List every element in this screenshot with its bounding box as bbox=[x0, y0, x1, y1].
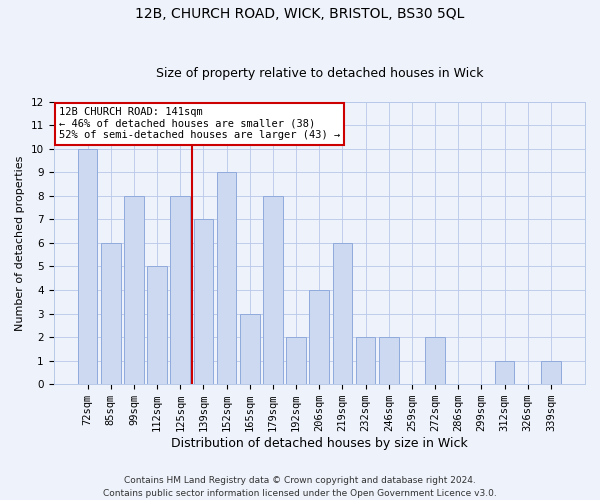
Text: 12B CHURCH ROAD: 141sqm
← 46% of detached houses are smaller (38)
52% of semi-de: 12B CHURCH ROAD: 141sqm ← 46% of detache… bbox=[59, 107, 340, 140]
Bar bbox=[495, 360, 514, 384]
Bar bbox=[147, 266, 167, 384]
Bar bbox=[541, 360, 561, 384]
Y-axis label: Number of detached properties: Number of detached properties bbox=[15, 155, 25, 330]
Bar bbox=[379, 337, 398, 384]
Bar bbox=[425, 337, 445, 384]
Bar bbox=[170, 196, 190, 384]
Text: Contains HM Land Registry data © Crown copyright and database right 2024.
Contai: Contains HM Land Registry data © Crown c… bbox=[103, 476, 497, 498]
Title: Size of property relative to detached houses in Wick: Size of property relative to detached ho… bbox=[155, 66, 483, 80]
Bar bbox=[240, 314, 260, 384]
Bar bbox=[77, 148, 97, 384]
Bar bbox=[286, 337, 306, 384]
Text: 12B, CHURCH ROAD, WICK, BRISTOL, BS30 5QL: 12B, CHURCH ROAD, WICK, BRISTOL, BS30 5Q… bbox=[136, 8, 464, 22]
Bar bbox=[194, 220, 213, 384]
Bar bbox=[356, 337, 376, 384]
Bar bbox=[217, 172, 236, 384]
X-axis label: Distribution of detached houses by size in Wick: Distribution of detached houses by size … bbox=[171, 437, 467, 450]
Bar bbox=[332, 243, 352, 384]
Bar bbox=[124, 196, 144, 384]
Bar bbox=[310, 290, 329, 384]
Bar bbox=[263, 196, 283, 384]
Bar bbox=[101, 243, 121, 384]
